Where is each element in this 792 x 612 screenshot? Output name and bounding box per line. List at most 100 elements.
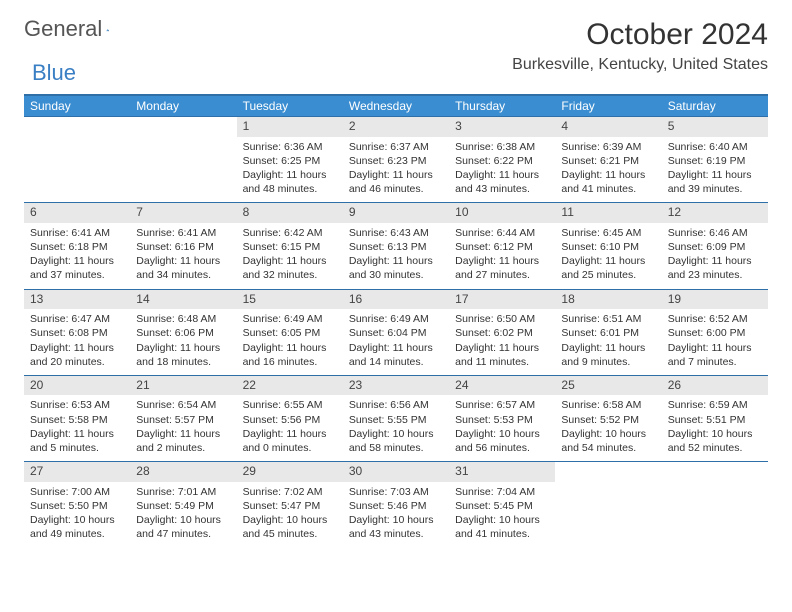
weekday-header: Friday bbox=[555, 96, 661, 116]
day-cell: 17Sunrise: 6:50 AMSunset: 6:02 PMDayligh… bbox=[449, 289, 555, 375]
day-cell: 8Sunrise: 6:42 AMSunset: 6:15 PMDaylight… bbox=[237, 202, 343, 288]
blank-cell bbox=[555, 461, 661, 547]
weekday-header: Wednesday bbox=[343, 96, 449, 116]
logo-text-2: Blue bbox=[32, 62, 76, 84]
day-cell: 9Sunrise: 6:43 AMSunset: 6:13 PMDaylight… bbox=[343, 202, 449, 288]
day-cell: 14Sunrise: 6:48 AMSunset: 6:06 PMDayligh… bbox=[130, 289, 236, 375]
day-number: 7 bbox=[130, 203, 236, 223]
day-info: Sunrise: 6:49 AMSunset: 6:04 PMDaylight:… bbox=[343, 309, 449, 375]
day-info: Sunrise: 6:39 AMSunset: 6:21 PMDaylight:… bbox=[555, 137, 661, 203]
day-info: Sunrise: 6:42 AMSunset: 6:15 PMDaylight:… bbox=[237, 223, 343, 289]
day-cell: 23Sunrise: 6:56 AMSunset: 5:55 PMDayligh… bbox=[343, 375, 449, 461]
calendar-grid: SundayMondayTuesdayWednesdayThursdayFrid… bbox=[24, 94, 768, 547]
day-number: 12 bbox=[662, 203, 768, 223]
day-cell: 3Sunrise: 6:38 AMSunset: 6:22 PMDaylight… bbox=[449, 116, 555, 202]
day-info: Sunrise: 6:48 AMSunset: 6:06 PMDaylight:… bbox=[130, 309, 236, 375]
day-number: 27 bbox=[24, 462, 130, 482]
day-info: Sunrise: 6:36 AMSunset: 6:25 PMDaylight:… bbox=[237, 137, 343, 203]
day-cell: 13Sunrise: 6:47 AMSunset: 6:08 PMDayligh… bbox=[24, 289, 130, 375]
day-cell: 5Sunrise: 6:40 AMSunset: 6:19 PMDaylight… bbox=[662, 116, 768, 202]
day-info: Sunrise: 7:02 AMSunset: 5:47 PMDaylight:… bbox=[237, 482, 343, 548]
title-block: October 2024 Burkesville, Kentucky, Unit… bbox=[512, 18, 768, 74]
weekday-header: Tuesday bbox=[237, 96, 343, 116]
day-cell: 27Sunrise: 7:00 AMSunset: 5:50 PMDayligh… bbox=[24, 461, 130, 547]
day-number: 28 bbox=[130, 462, 236, 482]
day-number: 8 bbox=[237, 203, 343, 223]
day-info: Sunrise: 7:01 AMSunset: 5:49 PMDaylight:… bbox=[130, 482, 236, 548]
day-info: Sunrise: 6:49 AMSunset: 6:05 PMDaylight:… bbox=[237, 309, 343, 375]
day-number: 4 bbox=[555, 117, 661, 137]
weekday-header: Saturday bbox=[662, 96, 768, 116]
day-cell: 19Sunrise: 6:52 AMSunset: 6:00 PMDayligh… bbox=[662, 289, 768, 375]
day-number: 24 bbox=[449, 376, 555, 396]
day-cell: 20Sunrise: 6:53 AMSunset: 5:58 PMDayligh… bbox=[24, 375, 130, 461]
day-number: 23 bbox=[343, 376, 449, 396]
day-number: 6 bbox=[24, 203, 130, 223]
day-info: Sunrise: 6:45 AMSunset: 6:10 PMDaylight:… bbox=[555, 223, 661, 289]
day-cell: 31Sunrise: 7:04 AMSunset: 5:45 PMDayligh… bbox=[449, 461, 555, 547]
day-cell: 25Sunrise: 6:58 AMSunset: 5:52 PMDayligh… bbox=[555, 375, 661, 461]
day-cell: 7Sunrise: 6:41 AMSunset: 6:16 PMDaylight… bbox=[130, 202, 236, 288]
weekday-header: Monday bbox=[130, 96, 236, 116]
day-cell: 6Sunrise: 6:41 AMSunset: 6:18 PMDaylight… bbox=[24, 202, 130, 288]
logo-text-1: General bbox=[24, 18, 102, 40]
day-info: Sunrise: 6:54 AMSunset: 5:57 PMDaylight:… bbox=[130, 395, 236, 461]
day-info: Sunrise: 6:37 AMSunset: 6:23 PMDaylight:… bbox=[343, 137, 449, 203]
day-number: 26 bbox=[662, 376, 768, 396]
day-cell: 11Sunrise: 6:45 AMSunset: 6:10 PMDayligh… bbox=[555, 202, 661, 288]
blank-cell bbox=[130, 116, 236, 202]
day-info: Sunrise: 6:50 AMSunset: 6:02 PMDaylight:… bbox=[449, 309, 555, 375]
day-info: Sunrise: 6:41 AMSunset: 6:18 PMDaylight:… bbox=[24, 223, 130, 289]
day-info: Sunrise: 6:47 AMSunset: 6:08 PMDaylight:… bbox=[24, 309, 130, 375]
day-number: 10 bbox=[449, 203, 555, 223]
blank-cell bbox=[662, 461, 768, 547]
day-number: 30 bbox=[343, 462, 449, 482]
day-cell: 4Sunrise: 6:39 AMSunset: 6:21 PMDaylight… bbox=[555, 116, 661, 202]
day-info: Sunrise: 6:55 AMSunset: 5:56 PMDaylight:… bbox=[237, 395, 343, 461]
day-cell: 29Sunrise: 7:02 AMSunset: 5:47 PMDayligh… bbox=[237, 461, 343, 547]
day-info: Sunrise: 6:57 AMSunset: 5:53 PMDaylight:… bbox=[449, 395, 555, 461]
day-cell: 22Sunrise: 6:55 AMSunset: 5:56 PMDayligh… bbox=[237, 375, 343, 461]
logo-sail-icon bbox=[106, 21, 109, 39]
day-cell: 15Sunrise: 6:49 AMSunset: 6:05 PMDayligh… bbox=[237, 289, 343, 375]
day-cell: 18Sunrise: 6:51 AMSunset: 6:01 PMDayligh… bbox=[555, 289, 661, 375]
day-info: Sunrise: 6:43 AMSunset: 6:13 PMDaylight:… bbox=[343, 223, 449, 289]
day-info: Sunrise: 6:46 AMSunset: 6:09 PMDaylight:… bbox=[662, 223, 768, 289]
day-info: Sunrise: 7:03 AMSunset: 5:46 PMDaylight:… bbox=[343, 482, 449, 548]
day-cell: 26Sunrise: 6:59 AMSunset: 5:51 PMDayligh… bbox=[662, 375, 768, 461]
day-number: 9 bbox=[343, 203, 449, 223]
day-number: 16 bbox=[343, 290, 449, 310]
day-number: 5 bbox=[662, 117, 768, 137]
day-info: Sunrise: 6:44 AMSunset: 6:12 PMDaylight:… bbox=[449, 223, 555, 289]
day-info: Sunrise: 6:40 AMSunset: 6:19 PMDaylight:… bbox=[662, 137, 768, 203]
day-number: 22 bbox=[237, 376, 343, 396]
day-info: Sunrise: 6:53 AMSunset: 5:58 PMDaylight:… bbox=[24, 395, 130, 461]
day-info: Sunrise: 7:04 AMSunset: 5:45 PMDaylight:… bbox=[449, 482, 555, 548]
day-cell: 16Sunrise: 6:49 AMSunset: 6:04 PMDayligh… bbox=[343, 289, 449, 375]
day-number: 18 bbox=[555, 290, 661, 310]
day-cell: 21Sunrise: 6:54 AMSunset: 5:57 PMDayligh… bbox=[130, 375, 236, 461]
day-number: 17 bbox=[449, 290, 555, 310]
day-number: 15 bbox=[237, 290, 343, 310]
day-number: 31 bbox=[449, 462, 555, 482]
day-cell: 28Sunrise: 7:01 AMSunset: 5:49 PMDayligh… bbox=[130, 461, 236, 547]
day-info: Sunrise: 6:51 AMSunset: 6:01 PMDaylight:… bbox=[555, 309, 661, 375]
day-info: Sunrise: 6:41 AMSunset: 6:16 PMDaylight:… bbox=[130, 223, 236, 289]
location: Burkesville, Kentucky, United States bbox=[512, 56, 768, 74]
weekday-header: Sunday bbox=[24, 96, 130, 116]
day-info: Sunrise: 6:58 AMSunset: 5:52 PMDaylight:… bbox=[555, 395, 661, 461]
day-cell: 2Sunrise: 6:37 AMSunset: 6:23 PMDaylight… bbox=[343, 116, 449, 202]
blank-cell bbox=[24, 116, 130, 202]
weekday-header: Thursday bbox=[449, 96, 555, 116]
day-number: 11 bbox=[555, 203, 661, 223]
logo: General bbox=[24, 18, 128, 40]
day-number: 13 bbox=[24, 290, 130, 310]
day-number: 20 bbox=[24, 376, 130, 396]
day-cell: 10Sunrise: 6:44 AMSunset: 6:12 PMDayligh… bbox=[449, 202, 555, 288]
day-cell: 12Sunrise: 6:46 AMSunset: 6:09 PMDayligh… bbox=[662, 202, 768, 288]
day-info: Sunrise: 6:59 AMSunset: 5:51 PMDaylight:… bbox=[662, 395, 768, 461]
day-number: 19 bbox=[662, 290, 768, 310]
day-cell: 30Sunrise: 7:03 AMSunset: 5:46 PMDayligh… bbox=[343, 461, 449, 547]
day-number: 29 bbox=[237, 462, 343, 482]
day-number: 14 bbox=[130, 290, 236, 310]
